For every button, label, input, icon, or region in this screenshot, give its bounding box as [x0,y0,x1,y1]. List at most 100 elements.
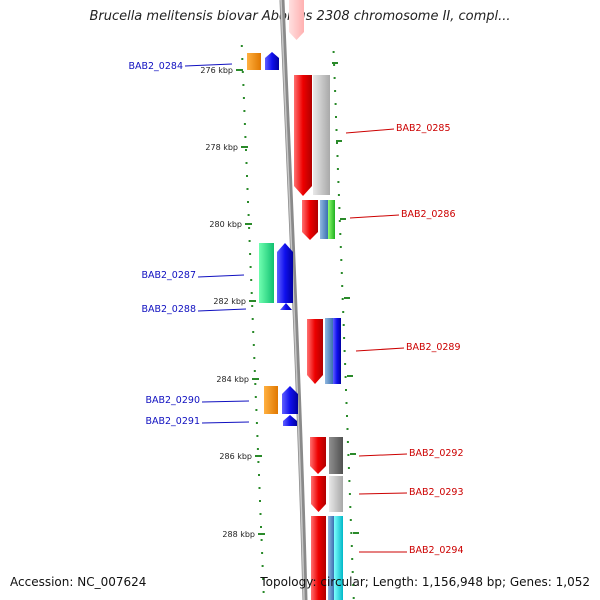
gene-label[interactable]: BAB2_0294 [409,545,464,556]
scale-tick [236,69,243,71]
guide-dot [336,155,339,157]
gene-bab2-0289-steel[interactable] [325,318,333,384]
guide-dot [251,305,254,307]
scale-tick-right [332,62,338,64]
scale-tick-right [336,140,342,142]
scale-tick-right [353,532,359,534]
accession-label: Accession: NC_007624 [10,575,147,589]
gene-bab2-0286[interactable] [302,200,318,240]
guide-dot [332,51,335,53]
gene-bab2-0286-lime[interactable] [328,200,335,239]
gene-label[interactable]: BAB2_0287 [141,270,196,281]
gene-bab2-0292[interactable] [310,437,326,474]
guide-dot [341,298,344,300]
guide-dot [246,188,249,190]
scale-label: 284 kbp [216,375,249,384]
guide-dot [343,350,346,352]
gene-bab2-0284-orange[interactable] [247,53,261,70]
gene-label[interactable]: BAB2_0291 [145,416,200,427]
scale-tick [258,533,265,535]
gene-bab2-0293-gray[interactable] [329,476,343,512]
scale-tick [241,146,248,148]
guide-dot [339,246,342,248]
scale-tick [245,223,252,225]
gene-top-partial[interactable] [289,0,304,40]
guide-dot [334,90,337,92]
guide-dot [342,311,345,313]
gene-label[interactable]: BAB2_0284 [128,61,183,72]
guide-dot [245,149,247,151]
guide-dot [336,142,338,144]
gene-bab2-0291[interactable] [283,415,297,426]
guide-dot [261,552,264,554]
gene-label-leader [197,274,245,278]
guide-dot [350,545,353,547]
guide-dot [333,77,336,79]
gene-bab2-0286-steel[interactable] [320,200,328,239]
scale-tick-right [344,297,350,299]
gene-bab2-0285-homolog[interactable] [313,75,330,195]
gene-bab2-0285[interactable] [294,75,312,196]
gene-bab2-0290-orange[interactable] [264,386,278,414]
guide-dot [248,227,251,229]
guide-dot [259,513,262,515]
gene-bab2-0294-cyan[interactable] [334,516,343,600]
gene-bab2-0288[interactable] [280,303,292,310]
guide-dot [252,331,255,333]
guide-dot [253,357,256,359]
gene-label-leader [349,214,400,219]
guide-dot [253,370,256,372]
gene-label-leader [184,63,233,67]
scale-tick-right [347,375,353,377]
guide-dot [247,201,249,203]
gene-bab2-0289-blue[interactable] [333,318,341,384]
guide-dot [257,461,260,463]
guide-dot [255,409,258,411]
gene-bab2-0293[interactable] [311,476,326,512]
guide-dot [340,272,343,274]
guide-dot [344,363,347,365]
gene-label[interactable]: BAB2_0288 [141,304,196,315]
guide-dot [240,45,243,47]
gene-label[interactable]: BAB2_0290 [145,395,200,406]
guide-dot [244,136,247,138]
gene-label[interactable]: BAB2_0289 [406,342,461,353]
gene-bab2-0292-gray[interactable] [329,437,343,474]
gene-bab2-0287-green[interactable] [259,243,274,303]
guide-dot [336,168,339,170]
guide-dot [246,175,248,177]
guide-dot [260,526,262,528]
guide-dot [347,467,350,469]
scale-label: 278 kbp [205,143,238,152]
guide-dot [254,383,257,385]
guide-dot [340,259,343,261]
guide-dot [348,493,351,495]
gene-bab2-0294[interactable] [311,516,326,600]
scale-label: 288 kbp [222,530,255,539]
guide-dot [259,500,261,502]
gene-bab2-0290[interactable] [282,386,298,414]
topology-label: Topology: circular; Length: 1,156,948 bp… [260,575,590,589]
guide-dot [345,389,347,391]
gene-label[interactable]: BAB2_0293 [409,487,464,498]
gene-bab2-0284[interactable] [265,52,279,70]
guide-dot [333,64,336,66]
guide-dot [337,181,340,183]
guide-dot [251,318,254,320]
guide-dot [250,279,253,281]
gene-bab2-0287[interactable] [277,243,293,303]
gene-label[interactable]: BAB2_0286 [401,209,456,220]
guide-dot [256,448,259,450]
guide-dot [254,396,257,398]
gene-bab2-0294-steel[interactable] [328,516,334,600]
gene-label-leader [201,421,250,424]
guide-dot [349,506,352,508]
guide-dot [242,84,245,86]
gene-label[interactable]: BAB2_0292 [409,448,464,459]
scale-tick [249,300,256,302]
gene-bab2-0289[interactable] [307,319,323,384]
gene-label[interactable]: BAB2_0285 [396,123,451,134]
guide-dot [347,454,350,456]
guide-dot [255,422,258,424]
